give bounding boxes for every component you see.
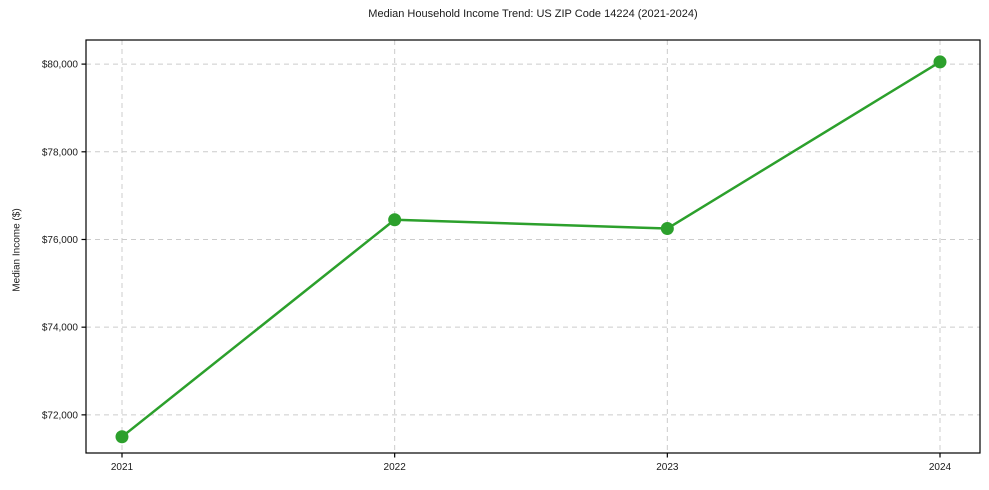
series-line [120,60,942,439]
data-point [115,430,129,444]
axes-border [85,39,981,454]
y-tick-label: $74,000 [42,323,79,334]
x-tick-label: 2023 [656,462,679,473]
data-point [660,222,674,236]
chart-title: Median Household Income Trend: US ZIP Co… [368,8,698,20]
x-tick-label: 2024 [929,462,952,473]
y-tick-label: $80,000 [42,60,79,71]
x-tick-label: 2021 [111,462,134,473]
y-tick-label: $78,000 [42,147,79,158]
y-tick-label: $76,000 [42,235,79,246]
y-axis-label: Median Income ($) [11,208,23,292]
data-point [933,55,947,69]
data-point [388,213,402,227]
y-tick-label: $72,000 [42,410,79,421]
x-tick-label: 2022 [384,462,407,473]
